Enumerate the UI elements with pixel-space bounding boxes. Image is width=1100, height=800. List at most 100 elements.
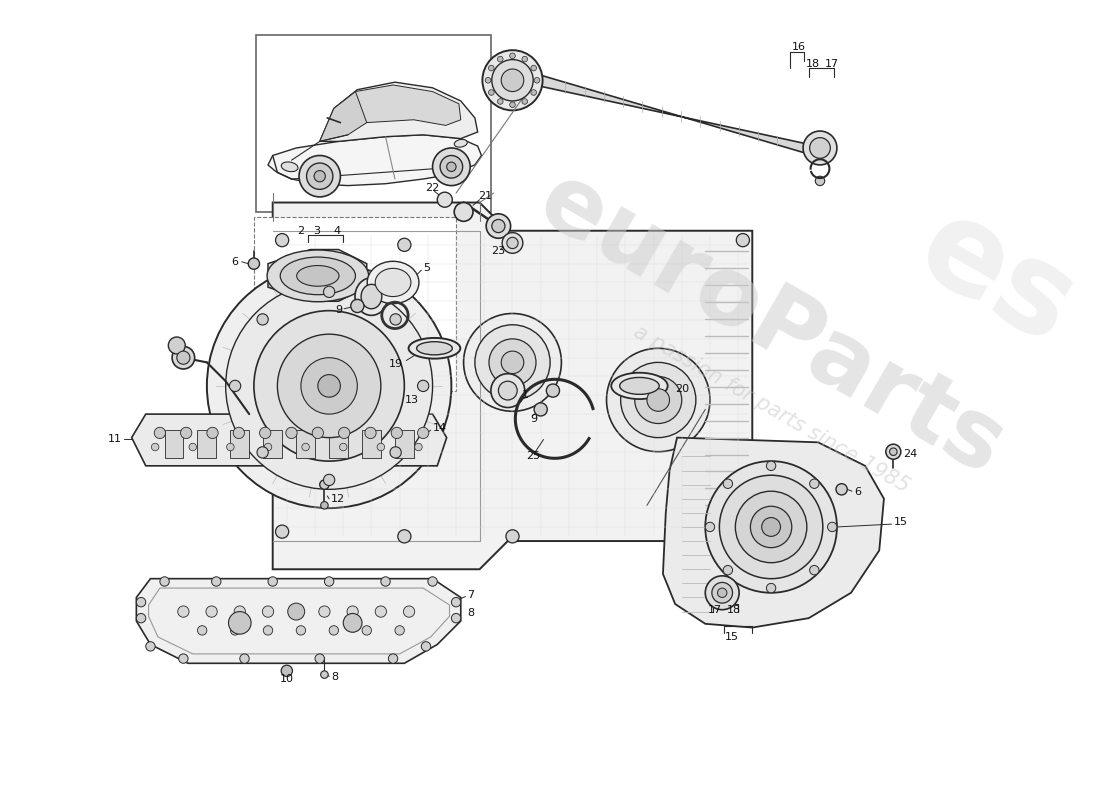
Circle shape: [263, 626, 273, 635]
Circle shape: [263, 606, 274, 618]
Bar: [198, 430, 217, 458]
Circle shape: [381, 577, 390, 586]
Polygon shape: [136, 578, 461, 663]
Polygon shape: [320, 91, 366, 142]
Circle shape: [392, 427, 403, 438]
Text: 4: 4: [333, 226, 340, 236]
Circle shape: [502, 351, 524, 374]
Text: 12: 12: [331, 494, 345, 504]
Text: 19: 19: [388, 359, 403, 370]
Circle shape: [486, 214, 510, 238]
Circle shape: [488, 90, 494, 95]
Circle shape: [323, 286, 334, 298]
Circle shape: [712, 582, 733, 603]
Circle shape: [886, 444, 901, 459]
Text: 9: 9: [336, 305, 342, 314]
Circle shape: [211, 577, 221, 586]
Bar: [362, 430, 381, 458]
Circle shape: [454, 202, 473, 222]
Circle shape: [418, 427, 429, 438]
Circle shape: [463, 314, 561, 411]
Circle shape: [827, 522, 837, 532]
Text: euroParts: euroParts: [522, 154, 1020, 495]
Circle shape: [836, 484, 847, 495]
Text: a passion for parts since 1985: a passion for parts since 1985: [629, 322, 913, 497]
Text: 16: 16: [792, 42, 806, 52]
Text: 25: 25: [527, 451, 541, 462]
Circle shape: [346, 606, 359, 618]
Text: 11: 11: [108, 434, 122, 445]
Circle shape: [475, 325, 550, 400]
Circle shape: [428, 577, 438, 586]
Text: 3: 3: [314, 226, 320, 236]
Text: 24: 24: [903, 449, 917, 458]
Circle shape: [497, 56, 503, 62]
Circle shape: [421, 642, 431, 651]
Polygon shape: [320, 82, 477, 142]
Circle shape: [275, 525, 288, 538]
Circle shape: [803, 131, 837, 165]
Circle shape: [227, 443, 234, 450]
Circle shape: [319, 606, 330, 618]
Circle shape: [507, 238, 518, 249]
Circle shape: [288, 603, 305, 620]
Circle shape: [398, 530, 411, 543]
Bar: [254, 217, 456, 390]
Circle shape: [307, 163, 333, 190]
Circle shape: [447, 162, 456, 171]
Text: 13: 13: [405, 395, 418, 405]
Ellipse shape: [417, 342, 452, 355]
Circle shape: [299, 155, 340, 197]
Circle shape: [438, 192, 452, 207]
Circle shape: [206, 606, 217, 618]
Circle shape: [377, 443, 385, 450]
Circle shape: [705, 576, 739, 610]
Circle shape: [172, 346, 195, 369]
Text: 2: 2: [297, 226, 305, 236]
Circle shape: [198, 626, 207, 635]
Text: 1: 1: [521, 390, 529, 400]
Ellipse shape: [267, 250, 369, 302]
Circle shape: [620, 362, 696, 438]
Circle shape: [647, 389, 670, 411]
Polygon shape: [273, 202, 752, 570]
Circle shape: [301, 358, 358, 414]
Circle shape: [483, 50, 542, 110]
Ellipse shape: [375, 268, 411, 297]
Circle shape: [296, 626, 306, 635]
Circle shape: [503, 233, 522, 254]
Circle shape: [286, 427, 297, 438]
Circle shape: [268, 577, 277, 586]
Circle shape: [531, 90, 537, 95]
Circle shape: [275, 234, 288, 246]
Circle shape: [229, 611, 251, 634]
Polygon shape: [663, 438, 884, 627]
Circle shape: [329, 626, 339, 635]
Circle shape: [362, 626, 372, 635]
Circle shape: [498, 381, 517, 400]
Text: 8: 8: [331, 673, 338, 682]
Circle shape: [485, 78, 491, 83]
Text: 15: 15: [893, 518, 907, 527]
Text: 15: 15: [725, 632, 738, 642]
Circle shape: [890, 448, 898, 455]
Circle shape: [535, 403, 548, 416]
Circle shape: [398, 238, 411, 251]
Text: 23: 23: [491, 246, 505, 257]
Ellipse shape: [280, 257, 355, 294]
Ellipse shape: [361, 284, 382, 309]
Circle shape: [240, 654, 250, 663]
Circle shape: [491, 374, 525, 407]
Polygon shape: [132, 414, 447, 466]
Circle shape: [451, 614, 461, 623]
Text: 17: 17: [708, 605, 723, 614]
Circle shape: [635, 377, 682, 423]
Polygon shape: [539, 74, 804, 153]
Circle shape: [257, 314, 268, 325]
Polygon shape: [333, 85, 461, 126]
Circle shape: [506, 530, 519, 543]
Circle shape: [264, 443, 272, 450]
Circle shape: [312, 427, 323, 438]
Circle shape: [324, 577, 333, 586]
Circle shape: [178, 654, 188, 663]
